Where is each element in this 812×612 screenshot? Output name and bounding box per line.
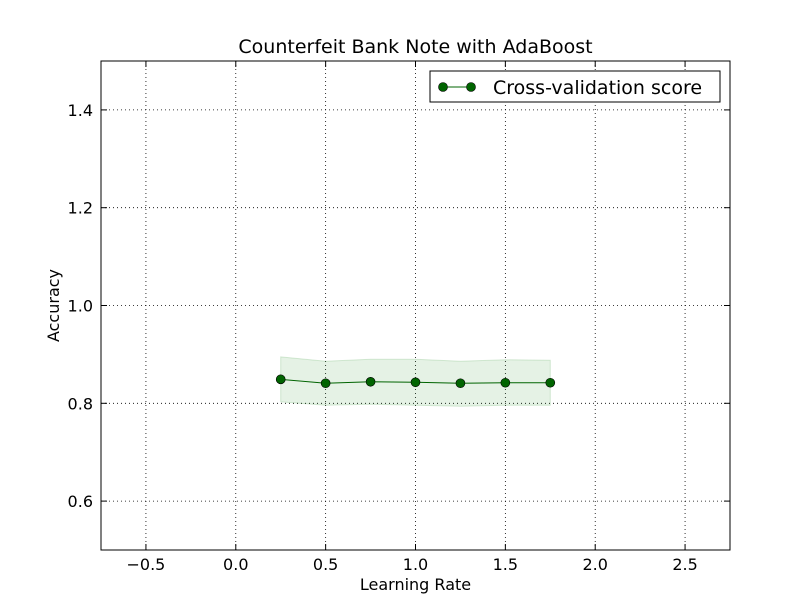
chart-title: Counterfeit Bank Note with AdaBoost xyxy=(238,36,592,58)
data-point xyxy=(545,377,556,388)
data-point xyxy=(500,377,511,388)
x-tick-label: −0.5 xyxy=(126,555,165,574)
data-point xyxy=(455,378,466,389)
x-tick-label: 0.0 xyxy=(223,555,248,574)
y-tick-label: 1.0 xyxy=(68,297,93,316)
data-point xyxy=(410,377,421,388)
legend: Cross-validation score xyxy=(429,70,721,103)
data-point xyxy=(320,378,331,389)
x-tick-label: 2.5 xyxy=(672,555,697,574)
x-tick-label: 0.5 xyxy=(313,555,338,574)
data-point xyxy=(365,376,376,387)
y-tick-label: 1.4 xyxy=(68,101,93,120)
x-tick-label: 2.0 xyxy=(582,555,607,574)
legend-marker xyxy=(438,82,448,92)
legend-label: Cross-validation score xyxy=(493,77,702,99)
legend-box xyxy=(429,70,721,103)
x-axis-title: Learning Rate xyxy=(360,575,471,594)
y-tick-label: 1.2 xyxy=(68,199,93,218)
data-point xyxy=(275,374,286,385)
x-tick-label: 1.0 xyxy=(403,555,428,574)
y-tick-label: 0.8 xyxy=(68,394,93,413)
x-tick-label: 1.5 xyxy=(493,555,518,574)
grid xyxy=(101,61,730,550)
y-tick-label: 0.6 xyxy=(68,492,93,511)
axis-ticks: −0.5 0.0 0.5 1.0 1.5 2.0 2.5 0.6 0.8 1.0 1.2 1.4 xyxy=(68,61,730,574)
series-layer xyxy=(275,374,556,389)
y-axis-title: Accuracy xyxy=(44,269,63,342)
legend-marker xyxy=(466,82,476,92)
